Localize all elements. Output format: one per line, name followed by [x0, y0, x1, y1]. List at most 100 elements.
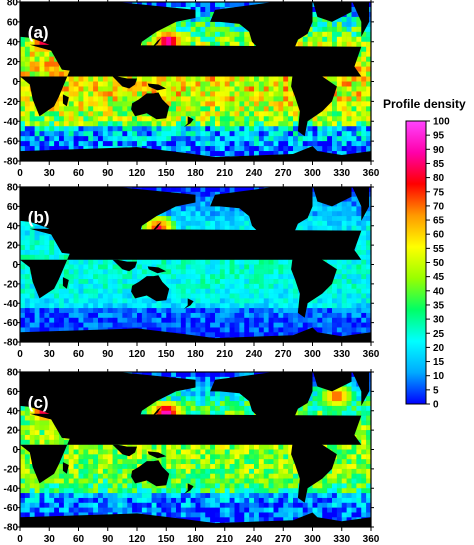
colorbar-tick-label: 100 — [433, 117, 450, 128]
y-tick-label: -60 — [4, 137, 19, 148]
x-tick-label: 150 — [158, 168, 175, 179]
colorbar-title: Profile density — [383, 97, 466, 111]
map-panel-2: (b) 0 30 60 90 120 150 180 210 240 270 300 330 360 80 6… — [4, 183, 380, 361]
x-tick-label: 120 — [129, 168, 146, 179]
density-field — [20, 187, 371, 342]
x-tick-label: 330 — [333, 349, 350, 360]
y-axis: 80 60 40 20 0 -20 -40 -60 -80 — [4, 0, 374, 168]
panel-label: (b) — [28, 208, 50, 227]
colorbar-tick-label: 35 — [433, 300, 445, 311]
x-tick-label: 330 — [333, 168, 350, 179]
colorbar-tick-label: 10 — [433, 371, 445, 382]
landmass-10 — [146, 406, 162, 419]
y-tick-label: 0 — [12, 445, 18, 456]
colorbar-tick-label: 25 — [433, 329, 445, 340]
y-tick-label: 60 — [7, 202, 19, 213]
landmass-8 — [147, 451, 167, 459]
y-tick-label: 40 — [7, 221, 19, 232]
y-tick-label: -40 — [4, 299, 19, 310]
landmass-2 — [352, 372, 370, 406]
colorbar-tick-label: 45 — [433, 272, 445, 283]
x-axis: 0 30 60 90 120 150 180 210 240 270 300 330 360 — [17, 369, 380, 545]
x-tick-label: 270 — [275, 349, 292, 360]
landmass-6 — [131, 275, 170, 302]
colorbar-tick-label: 30 — [433, 315, 445, 326]
density-field — [20, 372, 371, 527]
y-tick-label: 60 — [7, 387, 19, 398]
landmass-1 — [20, 372, 196, 442]
landmass-11 — [183, 483, 194, 495]
x-tick-label: 240 — [246, 534, 263, 545]
colorbar-tick-label: 20 — [433, 343, 445, 354]
landmass-9 — [62, 462, 69, 474]
colorbar-tick-label: 95 — [433, 131, 445, 142]
x-tick-label: 180 — [187, 349, 204, 360]
x-tick-label: 30 — [44, 534, 56, 545]
x-tick-label: 330 — [333, 534, 350, 545]
x-tick-label: 120 — [129, 349, 146, 360]
map-panels: (a)0 30 60 90 120 150 180 210 240 270 300 330 360806… — [4, 0, 380, 545]
x-tick-label: 240 — [246, 349, 263, 360]
y-tick-label: 40 — [7, 406, 19, 417]
landmass-9 — [62, 277, 69, 289]
landmass-7 — [112, 76, 137, 89]
x-tick-label: 210 — [216, 349, 233, 360]
y-tick-label: 80 — [7, 368, 19, 379]
landmass-2 — [352, 2, 370, 37]
landmasses — [20, 2, 371, 161]
x-tick-label: 360 — [363, 534, 380, 545]
landmass-11 — [183, 116, 194, 128]
landmass-3 — [210, 2, 313, 74]
x-tick-label: 60 — [73, 349, 85, 360]
landmass-1 — [20, 2, 196, 74]
y-tick-label: -80 — [4, 157, 19, 168]
colorbar-tick-label: 70 — [433, 201, 445, 212]
y-tick-label: -40 — [4, 484, 19, 495]
x-tick-label: 60 — [73, 168, 85, 179]
landmass-7 — [112, 259, 137, 272]
x-tick-label: 300 — [304, 534, 321, 545]
y-tick-label: 0 — [12, 260, 18, 271]
landmass-11 — [183, 298, 194, 310]
colorbar-tick-label: 50 — [433, 258, 445, 269]
colorbar-tick-label: 60 — [433, 230, 445, 241]
x-axis: 0 30 60 90 120 150 180 210 240 270 300 330 360 — [17, 0, 380, 179]
y-tick-label: 0 — [12, 77, 18, 88]
colorbar: Profile density 100959085807570656055504… — [383, 97, 466, 411]
landmass-12 — [20, 512, 371, 527]
x-tick-label: 180 — [187, 168, 204, 179]
landmasses — [20, 372, 371, 527]
x-tick-label: 240 — [246, 168, 263, 179]
x-tick-label: 60 — [73, 534, 85, 545]
colorbar-tick-label: 5 — [433, 385, 439, 396]
y-tick-label: -20 — [4, 464, 19, 475]
x-tick-label: 90 — [102, 349, 114, 360]
landmass-1 — [20, 187, 196, 257]
density-field — [20, 2, 371, 161]
landmass-2 — [352, 187, 370, 221]
x-tick-label: 0 — [17, 349, 23, 360]
x-tick-label: 360 — [363, 349, 380, 360]
x-tick-label: 300 — [304, 349, 321, 360]
y-tick-label: 80 — [7, 183, 19, 194]
landmass-9 — [62, 94, 69, 107]
x-tick-label: 30 — [44, 168, 56, 179]
colorbar-tick-label: 80 — [433, 173, 445, 184]
y-tick-label: -20 — [4, 97, 19, 108]
x-tick-label: 0 — [17, 534, 23, 545]
map-panel-1: (a) 0 30 60 90 120 150 180 210 240 270 300 330 360 80 6… — [4, 0, 380, 179]
x-tick-label: 270 — [275, 534, 292, 545]
landmass-12 — [20, 146, 371, 161]
colorbar-ticks: 1009590858075706560555045403530252015105… — [426, 117, 450, 411]
colorbar-tick-label: 65 — [433, 216, 445, 227]
x-tick-label: 210 — [216, 168, 233, 179]
landmass-5 — [291, 437, 337, 503]
y-axis: 80 60 40 20 0 -20 -40 -60 -80 — [4, 183, 374, 349]
x-tick-label: 0 — [17, 168, 23, 179]
panel-label: (a) — [28, 23, 49, 42]
x-tick-label: 120 — [129, 534, 146, 545]
colorbar-tick-label: 90 — [433, 145, 445, 156]
colorbar-tick-label: 15 — [433, 357, 445, 368]
x-tick-label: 360 — [363, 168, 380, 179]
